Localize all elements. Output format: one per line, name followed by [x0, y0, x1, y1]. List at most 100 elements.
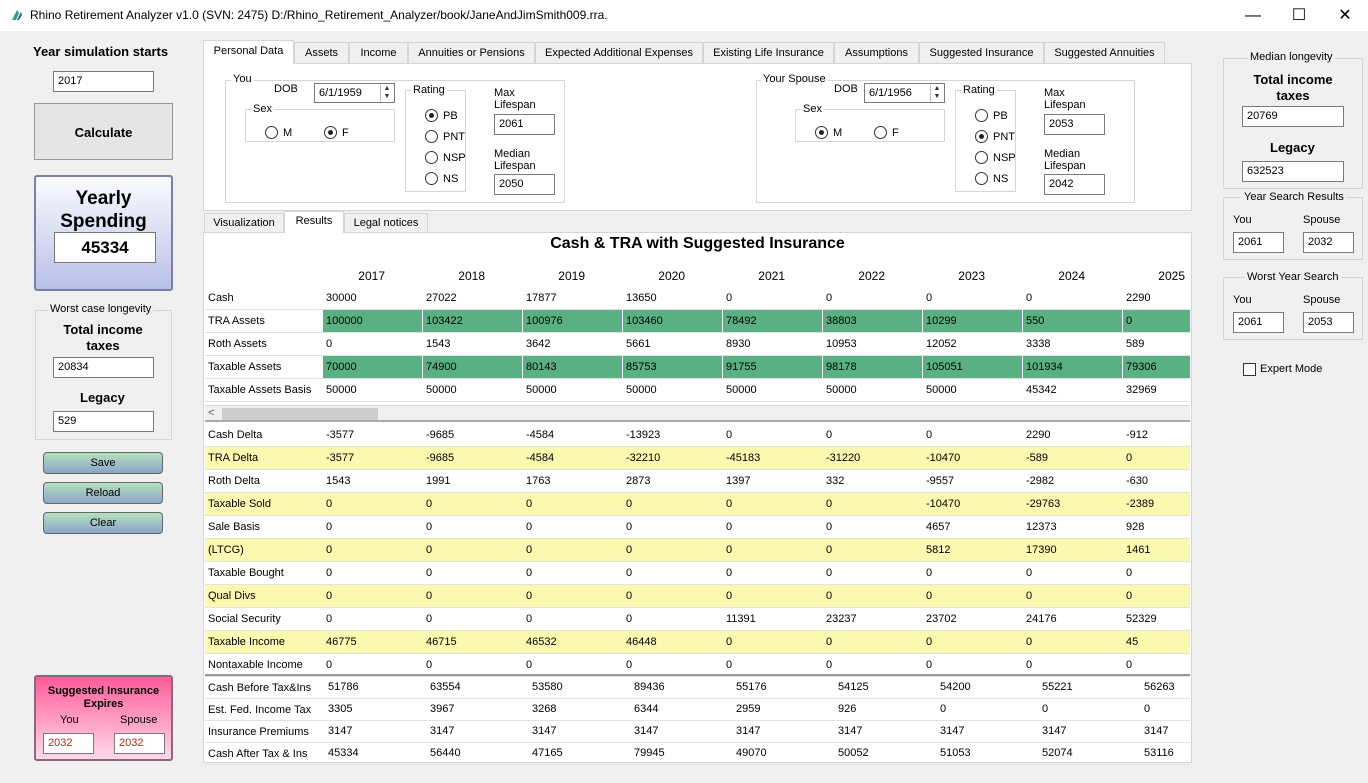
ins-you-value[interactable]: 2032	[43, 733, 94, 754]
close-button[interactable]: ✕	[1338, 7, 1352, 24]
worst-total-income-taxes-value[interactable]: 20834	[53, 357, 154, 378]
table-cell: 100000	[323, 310, 422, 332]
table-row: Qual Divs 0 0 0 0 0 0 0 0 0	[205, 585, 1190, 608]
you-rating-nsp-radio[interactable]	[425, 151, 438, 164]
wy-you-value[interactable]: 2061	[1233, 312, 1284, 333]
table-cell: 101934	[1023, 356, 1122, 378]
results-scrollbar[interactable]: <	[205, 405, 1190, 422]
table-cell: 3967	[430, 703, 455, 715]
you-dob-value: 6/1/1959	[319, 87, 362, 99]
you-sex-f-radio[interactable]	[324, 126, 337, 139]
table-cell: 3147	[736, 725, 761, 737]
table-cell: 3147	[1042, 725, 1067, 737]
expert-mode-checkbox[interactable]	[1243, 363, 1256, 376]
worst-legacy-value[interactable]: 529	[53, 411, 154, 432]
wy-spouse-value[interactable]: 2053	[1303, 312, 1354, 333]
spouse-max-lifespan-input[interactable]: 2053	[1044, 114, 1105, 135]
tab-assumptions[interactable]: Assumptions	[834, 42, 919, 63]
tab-suggested-insurance[interactable]: Suggested Insurance	[919, 42, 1044, 63]
you-dob-input[interactable]: 6/1/1959 ▲ ▼	[314, 83, 395, 103]
spouse-sex-f-radio[interactable]	[874, 126, 887, 139]
tab-existing-life-insurance[interactable]: Existing Life Insurance	[703, 42, 834, 63]
wy-you-label: You	[1233, 294, 1252, 306]
you-sex-m-radio[interactable]	[265, 126, 278, 139]
tab-legal-notices[interactable]: Legal notices	[344, 213, 428, 232]
table-cell: 0	[726, 567, 733, 579]
you-rating-pb-radio[interactable]	[425, 109, 438, 122]
table-row: Taxable Bought 0 0 0 0 0 0 0 0 0	[205, 562, 1190, 585]
year-header-5: 2022	[858, 269, 885, 283]
table-cell: 0	[1026, 567, 1033, 579]
table-row: Cash 30000 27022 17877 13650 0 0 0 0 2290	[205, 287, 1190, 310]
table-cell: -9685	[426, 452, 455, 464]
table-cell: 79306	[1123, 356, 1190, 378]
tab-visualization[interactable]: Visualization	[204, 213, 284, 232]
table-cell: 928	[1126, 521, 1145, 533]
table-cell: 0	[826, 521, 833, 533]
table-cell: 0	[526, 544, 533, 556]
ys-spouse-value[interactable]: 2032	[1303, 232, 1354, 253]
spouse-rating-label: Rating	[961, 84, 997, 96]
you-rating-pnt-radio[interactable]	[425, 130, 438, 143]
spouse-rating-nsp-radio[interactable]	[975, 151, 988, 164]
table-cell: 100976	[523, 310, 622, 332]
tab-assets[interactable]: Assets	[294, 42, 349, 63]
table-cell: 10299	[923, 310, 1022, 332]
table-cell: 91755	[723, 356, 822, 378]
table-cell: 52074	[1042, 747, 1073, 759]
ins-spouse-value[interactable]: 2032	[114, 733, 165, 754]
spouse-rating-ns-radio[interactable]	[975, 172, 988, 185]
table-cell: 45334	[328, 747, 359, 759]
you-max-lifespan-input[interactable]: 2061	[494, 114, 555, 135]
tab-annuities-pensions[interactable]: Annuities or Pensions	[408, 42, 535, 63]
table-cell: 103460	[623, 310, 722, 332]
spouse-median-lifespan-input[interactable]: 2042	[1044, 174, 1105, 195]
table-cell: 0	[1126, 452, 1133, 464]
median-legacy-label: Legacy	[1270, 140, 1315, 155]
maximize-button[interactable]: ☐	[1291, 7, 1307, 24]
scrollbar-thumb[interactable]	[222, 408, 378, 420]
yearly-spending-value[interactable]: 45334	[54, 232, 156, 263]
you-dob-spinner[interactable]: ▲ ▼	[380, 85, 393, 102]
median-total-income-taxes-label: Total income taxes	[1253, 72, 1333, 103]
scroll-left-arrow-icon[interactable]: <	[208, 407, 215, 419]
spouse-rating-pnt-radio[interactable]	[975, 130, 988, 143]
spouse-sex-m-radio[interactable]	[815, 126, 828, 139]
spouse-rating-pb-radio[interactable]	[975, 109, 988, 122]
table-row: Cash Delta -3577 -9685 -4584 -13923 0 0 0 2290 -9…	[205, 424, 1190, 447]
reload-button[interactable]: Reload	[43, 482, 163, 504]
table-cell: 0	[1126, 567, 1133, 579]
tab-personal-data[interactable]: Personal Data	[203, 40, 294, 64]
median-total-income-taxes-value[interactable]: 20769	[1242, 106, 1344, 127]
ys-you-value[interactable]: 2061	[1233, 232, 1284, 253]
table-cell: -4584	[526, 429, 555, 441]
yearly-spending-panel: Yearly Spending 45334	[34, 175, 173, 291]
tab-results[interactable]: Results	[284, 211, 344, 233]
year-simulation-input[interactable]: 2017	[53, 71, 154, 92]
table-cell: 53580	[532, 681, 563, 693]
spouse-dob-input[interactable]: 6/1/1956 ▲ ▼	[864, 83, 945, 103]
worst-legacy-label: Legacy	[80, 390, 125, 405]
save-button[interactable]: Save	[43, 452, 163, 474]
tab-suggested-annuities[interactable]: Suggested Annuities	[1044, 42, 1165, 63]
table-cell: 46532	[526, 636, 557, 648]
calculate-button[interactable]: Calculate	[34, 103, 173, 160]
table-row: Est. Fed. Income Tax 3305 3967 3268 6344 2959…	[205, 699, 1190, 721]
table-row: Roth Assets 0 1543 3642 5661 8930 10953 12052 33…	[205, 333, 1190, 356]
you-median-lifespan-input[interactable]: 2050	[494, 174, 555, 195]
minimize-button[interactable]: —	[1245, 7, 1261, 24]
tab-expected-expenses[interactable]: Expected Additional Expenses	[535, 42, 703, 63]
you-sex-f-label: F	[342, 127, 349, 139]
table-cell: 0	[1144, 703, 1151, 715]
you-rating-ns-radio[interactable]	[425, 172, 438, 185]
spouse-dob-spinner[interactable]: ▲ ▼	[930, 85, 943, 102]
table-cell: 0	[826, 292, 833, 304]
year-header-0: 2017	[358, 269, 385, 283]
spouse-dob-label: DOB	[834, 83, 858, 95]
table-cell: 0	[626, 544, 633, 556]
worst-case-group-title: Worst case longevity	[48, 303, 154, 315]
table-cell: 0	[826, 567, 833, 579]
tab-income[interactable]: Income	[349, 42, 408, 63]
clear-button[interactable]: Clear	[43, 512, 163, 534]
median-legacy-value[interactable]: 632523	[1242, 161, 1344, 182]
